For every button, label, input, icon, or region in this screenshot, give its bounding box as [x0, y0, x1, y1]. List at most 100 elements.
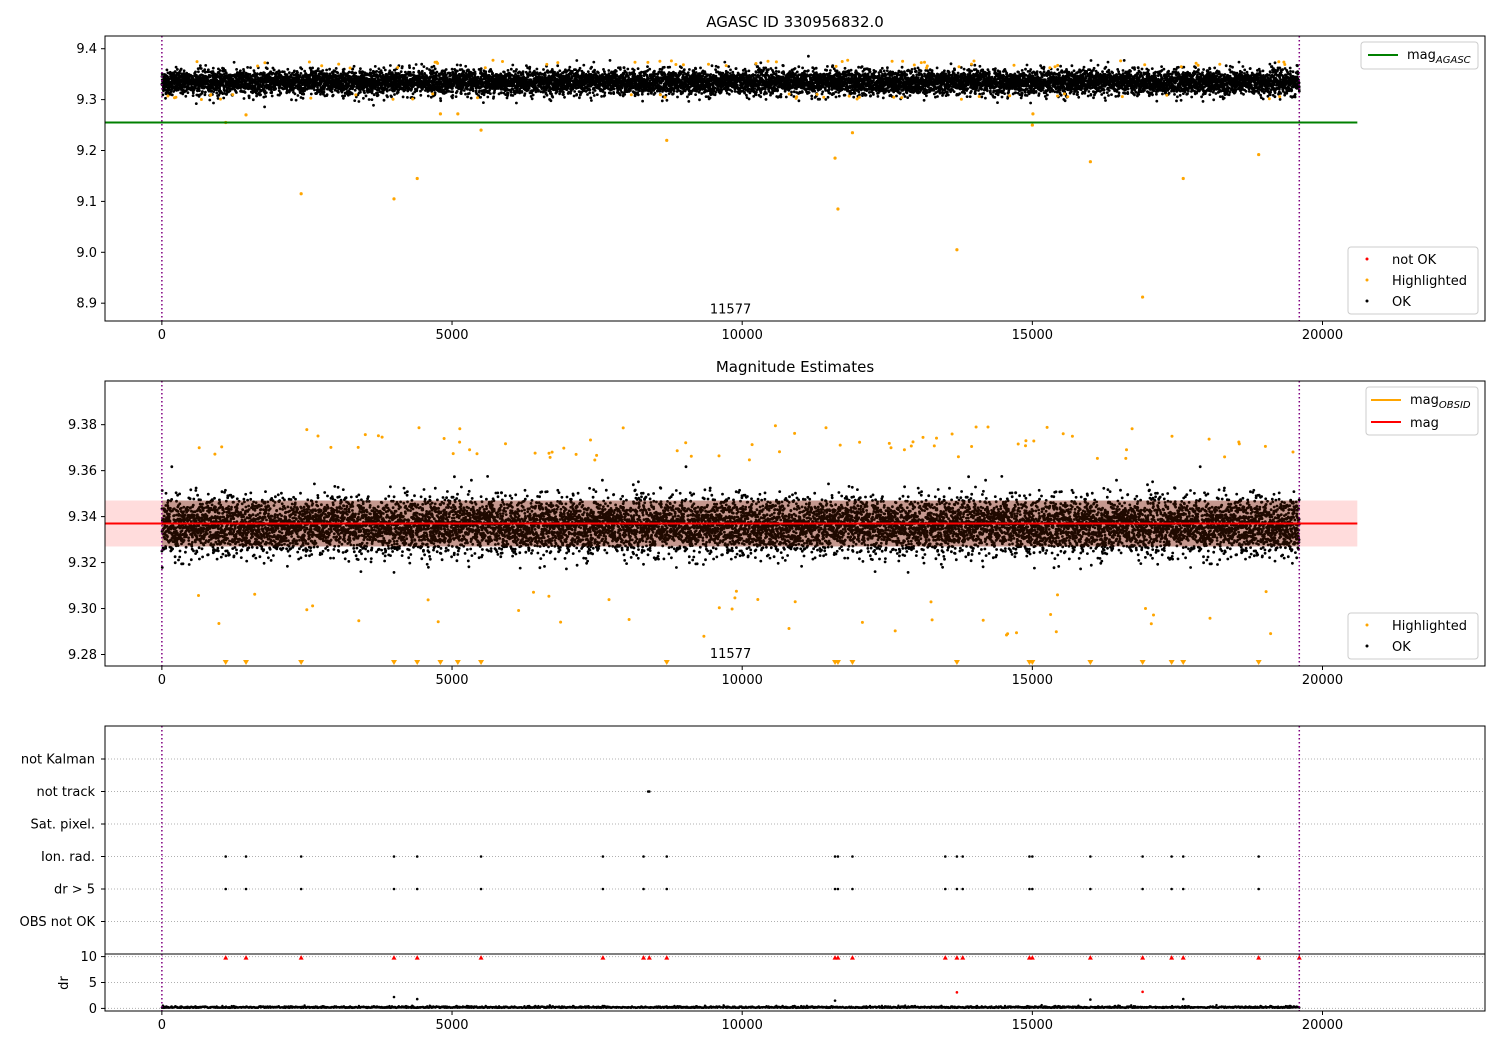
ok-point [527, 86, 531, 90]
ok-point [203, 93, 207, 97]
ok-point [286, 67, 290, 71]
ok-point [167, 88, 171, 92]
ok-point [290, 98, 293, 102]
ok-point [264, 91, 268, 94]
ok-point [543, 73, 547, 77]
ok-point [215, 73, 219, 76]
ok-point [558, 92, 561, 96]
ok-point [176, 68, 179, 71]
ok-point [243, 91, 247, 94]
ok-point [482, 101, 485, 104]
ok-point [316, 85, 319, 89]
ok-point [528, 70, 532, 74]
ok-point [435, 74, 438, 78]
ok-point [492, 95, 496, 99]
ok-point [325, 68, 328, 72]
ok-point [640, 92, 644, 96]
ok-point [405, 76, 409, 79]
ok-point [509, 67, 513, 71]
ok-point [646, 65, 649, 68]
ok-point [586, 93, 589, 96]
ok-point [456, 69, 459, 73]
ok-point [459, 92, 463, 95]
ok-point [242, 97, 246, 100]
ok-point [373, 65, 377, 68]
ok-point [377, 67, 381, 71]
ok-point [386, 95, 389, 99]
ok-point [235, 68, 239, 71]
ok-point [169, 90, 173, 94]
ok-point [215, 91, 219, 95]
ok-point [208, 98, 212, 102]
ok-point [393, 93, 396, 96]
ok-point [207, 70, 210, 74]
ok-point [296, 94, 300, 97]
ok-point [590, 65, 593, 69]
ok-point [246, 66, 250, 69]
ok-point [573, 90, 577, 93]
ok-point [612, 92, 616, 95]
ok-point [264, 95, 267, 98]
ok-point [174, 65, 178, 69]
ok-point [218, 69, 222, 72]
ok-point [293, 92, 297, 96]
ok-point [449, 74, 453, 77]
ok-point [182, 69, 186, 73]
ok-point [201, 69, 205, 73]
ok-point [199, 67, 203, 70]
ok-point [435, 70, 439, 74]
ok-point [589, 73, 593, 76]
ok-point [359, 90, 362, 94]
ok-point [578, 66, 582, 70]
ok-point [263, 105, 266, 109]
ok-point [648, 67, 652, 71]
ok-point [450, 67, 454, 71]
ok-point [201, 90, 204, 93]
ok-point [222, 67, 226, 70]
ok-point [172, 82, 176, 86]
ok-point [170, 93, 174, 97]
ok-point [545, 93, 549, 97]
ok-point [590, 99, 593, 102]
ok-point [197, 70, 200, 74]
ok-point [466, 95, 469, 99]
ok-point [433, 67, 437, 71]
ok-point [191, 94, 195, 97]
ok-point [454, 95, 458, 98]
ok-point [439, 99, 443, 103]
ok-point [482, 93, 486, 97]
ok-point [588, 91, 592, 95]
ok-point [390, 95, 393, 99]
ok-point [181, 92, 185, 96]
ok-point [425, 67, 429, 70]
ok-point [185, 71, 189, 75]
ok-point [455, 90, 459, 93]
ok-point [288, 71, 291, 75]
ok-point [337, 90, 340, 94]
ok-point [225, 72, 228, 75]
ok-point [542, 68, 545, 71]
ok-point [399, 70, 403, 73]
ok-point [506, 91, 510, 95]
ok-point [591, 91, 595, 94]
ok-point [479, 67, 483, 70]
ok-point [474, 89, 478, 93]
ok-point [235, 91, 238, 94]
ok-point [309, 92, 313, 96]
ok-point [161, 93, 165, 97]
ok-point [223, 89, 227, 93]
ok-point [194, 86, 197, 90]
ok-point [249, 66, 252, 69]
ok-point [489, 92, 492, 95]
ok-point [582, 63, 586, 67]
ok-point [247, 96, 251, 100]
ok-point [620, 90, 624, 94]
ok-point [600, 95, 603, 98]
ok-point [278, 71, 282, 74]
ok-point [383, 68, 387, 72]
ok-point [336, 71, 340, 75]
ok-point [270, 94, 274, 98]
ok-point [612, 87, 616, 91]
ok-point [632, 68, 636, 72]
